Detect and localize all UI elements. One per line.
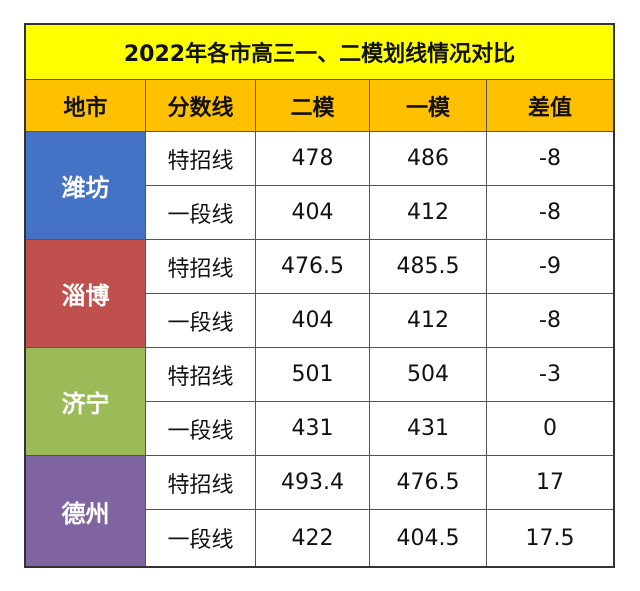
line-type-cell: 一段线 [146,186,256,240]
second-mock-cell: 478 [256,132,370,186]
line-type-cell: 特招线 [146,348,256,402]
header-line-type: 分数线 [146,80,256,132]
first-mock-cell: 486 [370,132,487,186]
difference-cell: -8 [487,294,613,348]
first-mock-cell: 412 [370,294,487,348]
first-mock-cell: 404.5 [370,510,487,566]
difference-cell: 0 [487,402,613,456]
second-mock-cell: 422 [256,510,370,566]
city-cell-weifang: 潍坊 [26,132,146,240]
difference-cell: -8 [487,132,613,186]
header-first-mock: 一模 [370,80,487,132]
city-cell-dezhou: 德州 [26,456,146,566]
difference-cell: 17 [487,456,613,510]
difference-cell: -8 [487,186,613,240]
city-cell-zibo: 淄博 [26,240,146,348]
comparison-table: 2022年各市高三一、二模划线情况对比 地市 分数线 二模 一模 差值 潍坊 特… [24,23,615,568]
second-mock-cell: 404 [256,186,370,240]
header-city: 地市 [26,80,146,132]
first-mock-cell: 485.5 [370,240,487,294]
difference-cell: 17.5 [525,525,575,551]
first-mock-cell: 412 [370,186,487,240]
difference-cell: -3 [487,348,613,402]
difference-cell: -9 [487,240,613,294]
table-title: 2022年各市高三一、二模划线情况对比 [26,25,613,80]
header-second-mock: 二模 [256,80,370,132]
line-type-cell: 一段线 [146,402,256,456]
header-difference: 差值 [487,80,613,132]
first-mock-cell: 504 [370,348,487,402]
second-mock-cell: 476.5 [256,240,370,294]
line-type-cell: 一段线 [146,294,256,348]
line-type-cell: 特招线 [146,240,256,294]
line-type-cell: 特招线 [146,456,256,510]
line-type-cell: 特招线 [146,132,256,186]
city-cell-jining: 济宁 [26,348,146,456]
first-mock-cell: 476.5 [370,456,487,510]
first-mock-cell: 431 [370,402,487,456]
second-mock-cell: 404 [256,294,370,348]
second-mock-cell: 501 [256,348,370,402]
second-mock-cell: 493.4 [256,456,370,510]
second-mock-cell: 431 [256,402,370,456]
line-type-cell: 一段线 [146,510,256,566]
